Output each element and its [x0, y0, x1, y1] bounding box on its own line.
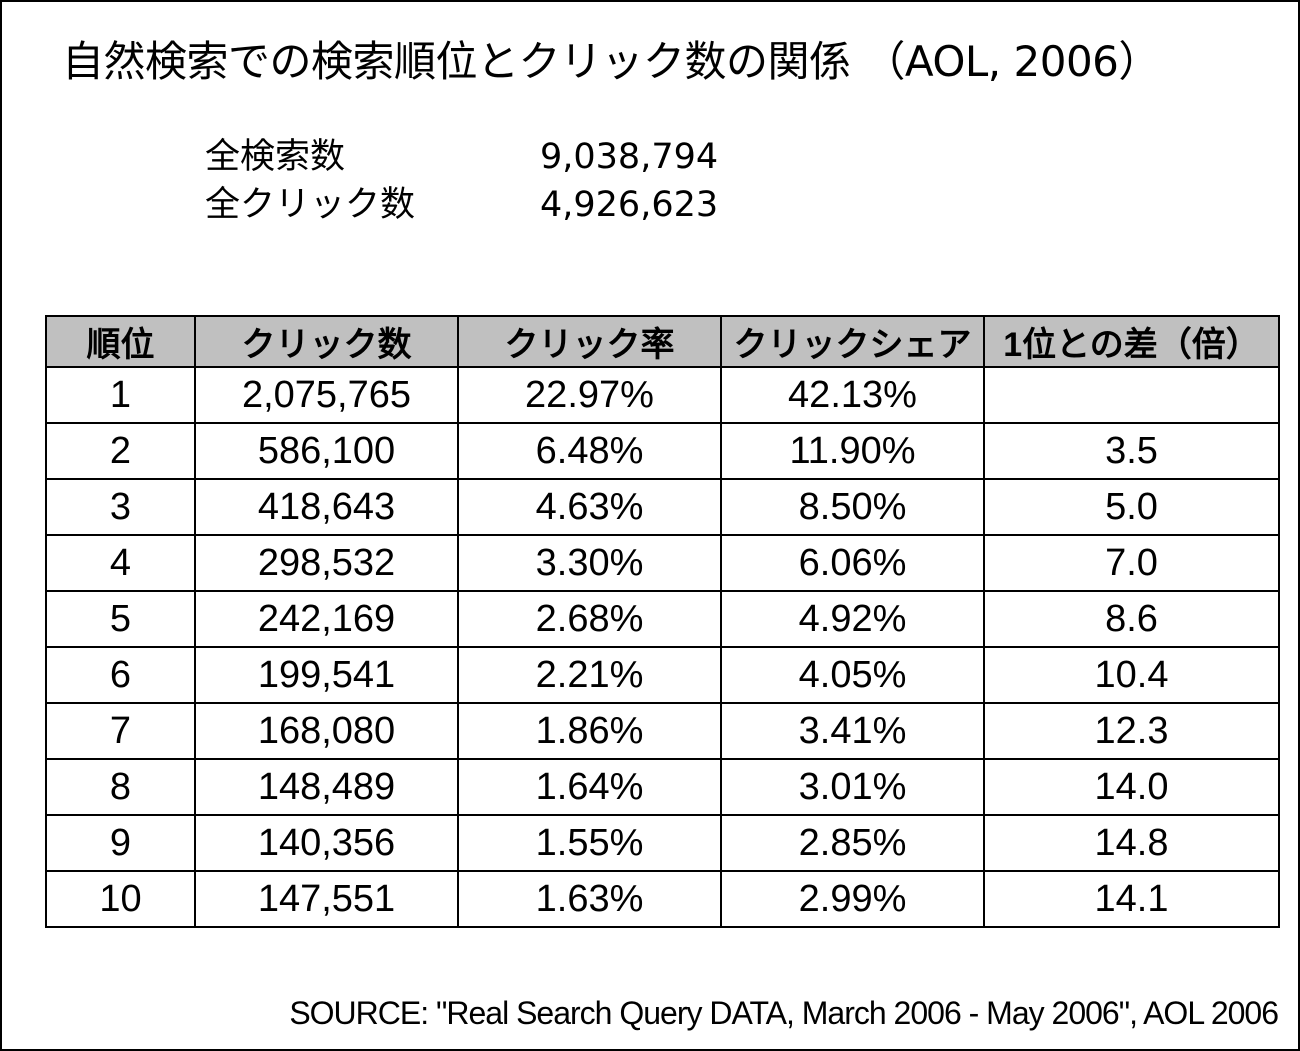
table-row: 5 242,169 2.68% 4.92% 8.6 [45, 590, 1280, 648]
cell-ratio: 14.1 [983, 870, 1280, 928]
cell-clicks: 242,169 [194, 590, 459, 648]
cell-ratio: 7.0 [983, 534, 1280, 592]
cell-click-share: 3.41% [720, 702, 985, 760]
cell-clicks: 2,075,765 [194, 366, 459, 424]
cell-rank: 2 [45, 422, 196, 480]
table-row: 1 2,075,765 22.97% 42.13% [45, 366, 1280, 424]
cell-rank: 10 [45, 870, 196, 928]
cell-click-rate: 4.63% [457, 478, 722, 536]
cell-clicks: 148,489 [194, 758, 459, 816]
cell-click-share: 11.90% [720, 422, 985, 480]
cell-clicks: 418,643 [194, 478, 459, 536]
cell-click-rate: 2.21% [457, 646, 722, 704]
cell-rank: 5 [45, 590, 196, 648]
cell-ratio: 8.6 [983, 590, 1280, 648]
cell-click-share: 2.85% [720, 814, 985, 872]
table-row: 10 147,551 1.63% 2.99% 14.1 [45, 870, 1280, 928]
cell-ratio: 3.5 [983, 422, 1280, 480]
cell-click-rate: 1.55% [457, 814, 722, 872]
cell-ratio: 14.8 [983, 814, 1280, 872]
cell-clicks: 586,100 [194, 422, 459, 480]
table-header-row: 順位 クリック数 クリック率 クリックシェア 1位との差（倍） [45, 315, 1280, 368]
cell-clicks: 140,356 [194, 814, 459, 872]
summary-stats: 全検索数 9,038,794 全クリック数 4,926,623 [205, 133, 718, 229]
table-row: 4 298,532 3.30% 6.06% 7.0 [45, 534, 1280, 592]
cell-click-rate: 22.97% [457, 366, 722, 424]
cell-click-rate: 1.86% [457, 702, 722, 760]
cell-click-rate: 6.48% [457, 422, 722, 480]
cell-rank: 8 [45, 758, 196, 816]
table-row: 8 148,489 1.64% 3.01% 14.0 [45, 758, 1280, 816]
cell-rank: 6 [45, 646, 196, 704]
cell-click-rate: 1.64% [457, 758, 722, 816]
table-row: 7 168,080 1.86% 3.41% 12.3 [45, 702, 1280, 760]
source-note: SOURCE: "Real Search Query DATA, March 2… [289, 995, 1279, 1031]
header-click-share: クリックシェア [720, 315, 985, 368]
cell-rank: 9 [45, 814, 196, 872]
table-row: 6 199,541 2.21% 4.05% 10.4 [45, 646, 1280, 704]
stat-value: 4,926,623 [540, 185, 719, 225]
stat-total-searches: 全検索数 9,038,794 [205, 133, 718, 181]
cell-ratio: 14.0 [983, 758, 1280, 816]
cell-click-rate: 2.68% [457, 590, 722, 648]
cell-ratio [983, 366, 1280, 424]
header-rank: 順位 [45, 315, 196, 368]
cell-rank: 1 [45, 366, 196, 424]
cell-click-share: 42.13% [720, 366, 985, 424]
cell-rank: 7 [45, 702, 196, 760]
cell-click-share: 3.01% [720, 758, 985, 816]
cell-click-share: 4.92% [720, 590, 985, 648]
cell-rank: 4 [45, 534, 196, 592]
stat-value: 9,038,794 [540, 137, 719, 177]
cell-clicks: 147,551 [194, 870, 459, 928]
cell-ratio: 5.0 [983, 478, 1280, 536]
cell-clicks: 298,532 [194, 534, 459, 592]
header-clicks: クリック数 [194, 315, 459, 368]
cell-click-share: 8.50% [720, 478, 985, 536]
cell-clicks: 168,080 [194, 702, 459, 760]
header-ratio-to-first: 1位との差（倍） [983, 315, 1280, 368]
page-title: 自然検索での検索順位とクリック数の関係 （AOL, 2006） [62, 37, 1160, 86]
cell-click-share: 2.99% [720, 870, 985, 928]
table-row: 2 586,100 6.48% 11.90% 3.5 [45, 422, 1280, 480]
cell-click-share: 6.06% [720, 534, 985, 592]
ranking-table: 順位 クリック数 クリック率 クリックシェア 1位との差（倍） 1 2,075,7… [45, 315, 1280, 928]
cell-click-rate: 1.63% [457, 870, 722, 928]
cell-clicks: 199,541 [194, 646, 459, 704]
stat-label: 全クリック数 [205, 185, 416, 225]
cell-ratio: 10.4 [983, 646, 1280, 704]
table-row: 9 140,356 1.55% 2.85% 14.8 [45, 814, 1280, 872]
table-body: 1 2,075,765 22.97% 42.13% 2 586,100 6.48% 11.90… [45, 366, 1280, 928]
cell-click-rate: 3.30% [457, 534, 722, 592]
cell-ratio: 12.3 [983, 702, 1280, 760]
stat-total-clicks: 全クリック数 4,926,623 [205, 181, 718, 229]
header-click-rate: クリック率 [457, 315, 722, 368]
stat-label: 全検索数 [205, 137, 346, 177]
table-row: 3 418,643 4.63% 8.50% 5.0 [45, 478, 1280, 536]
cell-rank: 3 [45, 478, 196, 536]
cell-click-share: 4.05% [720, 646, 985, 704]
